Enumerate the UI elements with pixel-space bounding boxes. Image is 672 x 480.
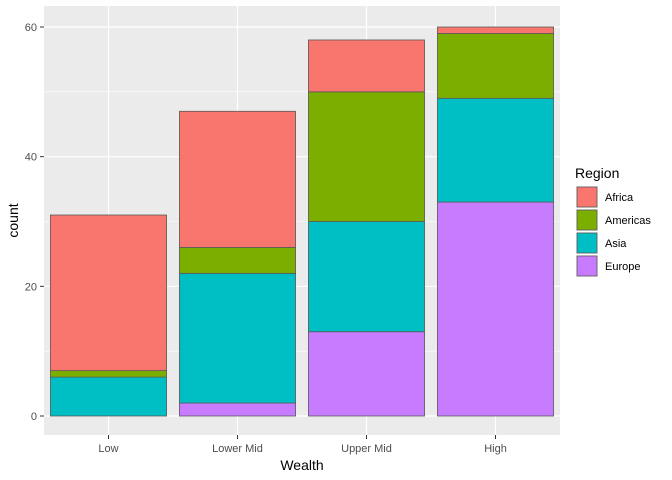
legend-label-asia: Asia [605,238,627,250]
y-tick-label: 40 [25,152,37,164]
x-tick-label: Lower Mid [212,443,263,455]
x-tick-label: Low [98,443,118,455]
legend-key-asia [576,232,598,254]
x-tick-label: Upper Mid [341,443,392,455]
legend: Region Africa Americas Asia Europe [575,165,651,277]
bar-segment-asia-high [437,97,554,203]
legend-title: Region [575,165,619,181]
bar-segment-americas-high [437,33,554,99]
x-axis-title: Wealth [280,457,323,473]
y-tick-label: 20 [25,281,37,293]
bars [50,26,554,417]
y-axis: 0 20 40 60 [25,22,44,423]
legend-key-americas [576,209,598,231]
bar-segment-asia-lower-mid [179,272,296,404]
y-tick-label: 0 [31,411,37,423]
bar-segment-americas-low [50,370,167,378]
legend-key-africa [576,186,598,208]
bar-segment-africa-upper-mid [308,39,425,93]
bar-segment-africa-lower-mid [179,110,296,248]
bar-segment-africa-low [50,214,167,372]
legend-label-africa: Africa [605,192,634,204]
bar-segment-europe-lower-mid [179,402,296,417]
bar-segment-americas-lower-mid [179,247,296,274]
y-tick-label: 60 [25,22,37,34]
bar-segment-europe-upper-mid [308,331,425,417]
y-axis-title: count [5,203,21,237]
bar-segment-europe-high [437,201,554,417]
bar-segment-americas-upper-mid [308,91,425,222]
legend-label-europe: Europe [605,261,640,273]
x-axis: Low Lower Mid Upper Mid High [98,435,507,455]
x-tick-label: High [484,443,507,455]
legend-key-europe [576,255,598,277]
bar-segment-asia-low [50,376,167,417]
bar-segment-africa-high [437,26,554,34]
legend-label-americas: Americas [605,215,651,227]
bar-segment-asia-upper-mid [308,221,425,333]
